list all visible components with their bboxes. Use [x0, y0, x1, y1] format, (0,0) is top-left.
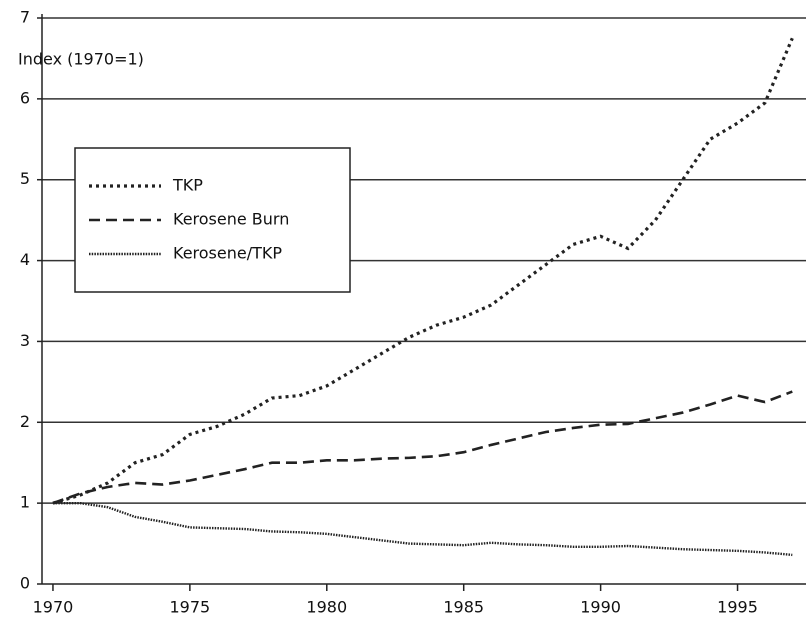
legend-label: TKP: [172, 176, 203, 195]
y-tick-label: 2: [20, 412, 30, 431]
y-tick-label: 3: [20, 331, 30, 350]
legend-box: [74, 147, 351, 293]
x-tick-label: 1980: [306, 598, 347, 617]
legend-label: Kerosene Burn: [173, 210, 289, 229]
series-line: [52, 501, 793, 557]
y-tick-label: 5: [20, 169, 30, 188]
y-tick-label: 4: [20, 250, 30, 269]
y-tick-label: 1: [20, 493, 30, 512]
legend-label: Kerosene/TKP: [173, 244, 282, 263]
x-tick-label: 1995: [717, 598, 758, 617]
x-tick-label: 1975: [170, 598, 211, 617]
y-tick-label: 7: [20, 8, 30, 27]
y-tick-label: 6: [20, 88, 30, 107]
series-line: [52, 390, 793, 505]
annotation: Index (1970=1): [18, 50, 144, 69]
x-tick-label: 1985: [443, 598, 484, 617]
x-tick-label: 1970: [33, 598, 74, 617]
y-tick-label: 0: [20, 574, 30, 593]
x-tick-label: 1990: [580, 598, 621, 617]
